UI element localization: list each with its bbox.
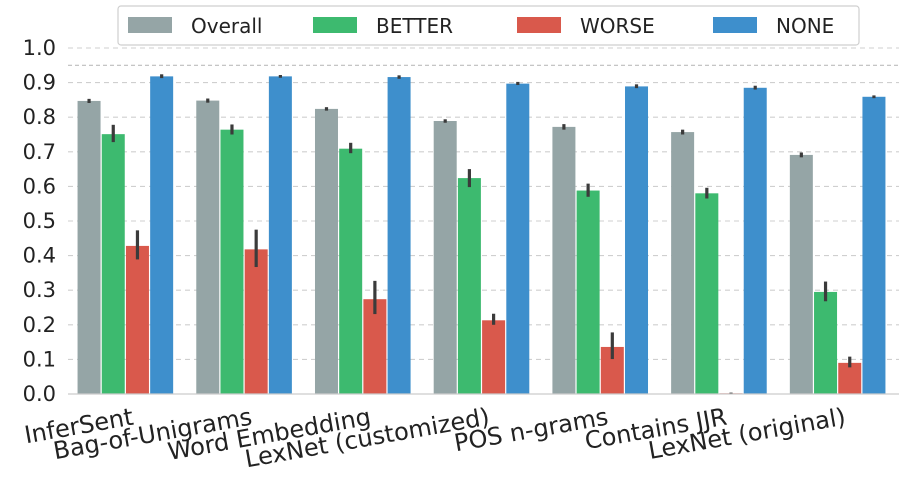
y-axis-tick-labels: 0.0 0.1 0.2 0.3 0.4 0.5 0.6 0.7 0.8 0.9 1.0 bbox=[23, 36, 56, 406]
bar-worse-4 bbox=[600, 346, 624, 394]
bar-none-2 bbox=[387, 77, 411, 395]
legend-box bbox=[117, 5, 860, 46]
bar-better-5 bbox=[695, 193, 719, 394]
bar-better-6 bbox=[814, 291, 838, 394]
y-tick-label: 0.0 bbox=[23, 382, 56, 406]
bar-better-0 bbox=[101, 134, 125, 395]
bar-overall-1 bbox=[196, 100, 220, 394]
legend-label-better: BETTER bbox=[376, 14, 453, 38]
y-tick-label: 1.0 bbox=[23, 36, 56, 60]
bar-better-3 bbox=[457, 178, 481, 394]
bar-better-4 bbox=[576, 190, 600, 394]
bars bbox=[77, 76, 886, 395]
y-tick-label: 0.8 bbox=[23, 105, 56, 129]
legend-swatch-better bbox=[313, 17, 357, 33]
bar-overall-0 bbox=[77, 100, 101, 395]
legend-label-none: NONE bbox=[776, 14, 834, 38]
bar-overall-2 bbox=[314, 108, 338, 395]
bar-none-0 bbox=[150, 76, 174, 394]
bar-worse-0 bbox=[125, 245, 149, 394]
legend: Overall BETTER WORSE NONE bbox=[117, 5, 860, 46]
bar-worse-6 bbox=[838, 362, 862, 394]
y-tick-label: 0.5 bbox=[23, 209, 56, 233]
legend-swatch-worse bbox=[517, 17, 561, 33]
bar-none-5 bbox=[743, 87, 767, 394]
bar-worse-2 bbox=[363, 299, 387, 394]
bar-worse-3 bbox=[482, 320, 506, 394]
y-tick-label: 0.6 bbox=[23, 174, 56, 198]
legend-label-overall: Overall bbox=[191, 14, 262, 38]
y-tick-label: 0.4 bbox=[23, 244, 56, 268]
y-tick-label: 0.7 bbox=[23, 140, 56, 164]
error-bars bbox=[87, 74, 876, 394]
bar-overall-3 bbox=[433, 121, 457, 395]
legend-label-worse: WORSE bbox=[580, 14, 655, 38]
legend-swatch-none bbox=[713, 17, 757, 33]
bar-none-4 bbox=[625, 86, 649, 394]
bar-overall-6 bbox=[789, 154, 813, 394]
bar-worse-1 bbox=[244, 249, 268, 394]
bar-none-6 bbox=[862, 96, 886, 394]
bar-better-1 bbox=[220, 129, 244, 394]
y-tick-label: 0.2 bbox=[23, 313, 56, 337]
bar-overall-4 bbox=[552, 126, 576, 394]
bar-better-2 bbox=[339, 148, 363, 394]
grid-lines bbox=[68, 47, 899, 360]
y-tick-label: 0.9 bbox=[23, 71, 56, 95]
bar-none-1 bbox=[268, 76, 292, 394]
bar-none-3 bbox=[506, 83, 530, 394]
bar-overall-5 bbox=[671, 132, 695, 394]
y-tick-label: 0.3 bbox=[23, 278, 56, 302]
legend-swatch-overall bbox=[128, 17, 172, 33]
y-tick-label: 0.1 bbox=[23, 347, 56, 371]
